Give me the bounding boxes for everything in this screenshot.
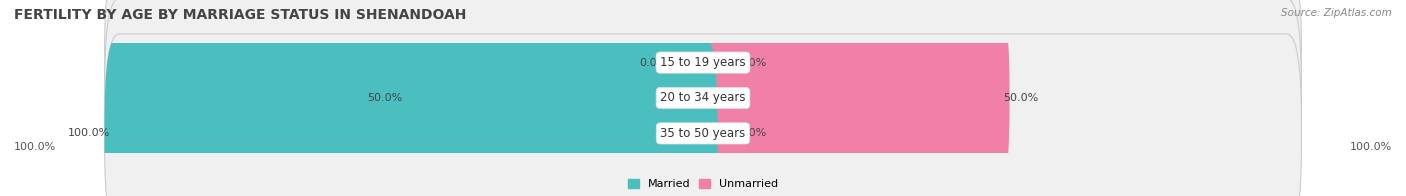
Text: 15 to 19 years: 15 to 19 years [661,56,745,69]
Legend: Married, Unmarried: Married, Unmarried [623,174,783,193]
Text: 0.0%: 0.0% [640,58,668,68]
Text: 100.0%: 100.0% [14,142,56,152]
FancyBboxPatch shape [104,0,1302,196]
Text: 35 to 50 years: 35 to 50 years [661,127,745,140]
FancyBboxPatch shape [689,0,1010,196]
Text: Source: ZipAtlas.com: Source: ZipAtlas.com [1281,8,1392,18]
Text: 50.0%: 50.0% [367,93,402,103]
FancyBboxPatch shape [104,34,717,196]
FancyBboxPatch shape [104,34,1302,196]
Text: 100.0%: 100.0% [1350,142,1392,152]
Text: 100.0%: 100.0% [67,128,111,138]
Text: FERTILITY BY AGE BY MARRIAGE STATUS IN SHENANDOAH: FERTILITY BY AGE BY MARRIAGE STATUS IN S… [14,8,467,22]
FancyBboxPatch shape [396,0,717,196]
FancyBboxPatch shape [104,0,1302,162]
Text: 0.0%: 0.0% [738,128,766,138]
Text: 20 to 34 years: 20 to 34 years [661,92,745,104]
Text: 0.0%: 0.0% [738,58,766,68]
Text: 50.0%: 50.0% [1004,93,1039,103]
